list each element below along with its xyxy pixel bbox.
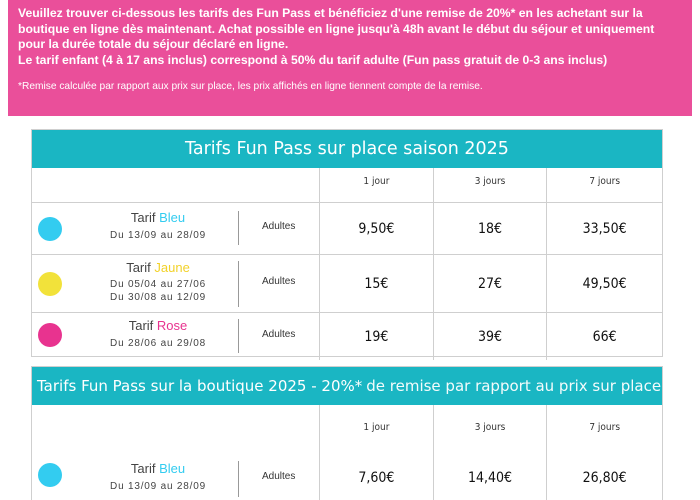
banner-intro-text: Veuillez trouver ci-dessous les tarifs d…	[18, 6, 655, 51]
tarif-dates: Du 05/04 au 27/06 Du 30/08 au 12/09	[110, 279, 206, 303]
tarif-color-name: Bleu	[159, 461, 186, 476]
tarif-dates: Du 13/09 au 28/09	[110, 230, 206, 241]
tarif-color-name: Jaune	[154, 260, 190, 275]
tarif-color-name: Rose	[156, 318, 188, 333]
audience-label: Adultes	[262, 471, 296, 482]
audience-label: Adultes	[262, 221, 296, 232]
audience-label: Adultes	[262, 329, 296, 340]
banner-child-rate: Le tarif enfant (4 à 17 ans inclus) corr…	[18, 52, 608, 67]
price-cell: 33,50€	[546, 203, 662, 254]
col-1-day: 1 jour	[319, 405, 433, 453]
price-cell: 26,80€	[546, 453, 662, 500]
online-table-title: Tarifs Fun Pass sur la boutique 2025 - 2…	[32, 367, 662, 405]
price-cell: 18€	[432, 203, 547, 254]
onsite-table-title: Tarifs Fun Pass sur place saison 2025	[32, 130, 662, 168]
online-price-table: Tarifs Fun Pass sur la boutique 2025 - 2…	[31, 366, 663, 500]
table-row: Tarif Bleu Du 13/09 au 28/09 Adultes 7,6…	[32, 453, 662, 500]
tarif-dates: Du 28/06 au 29/08	[110, 338, 206, 349]
onsite-column-headers: 1 jour 3 jours 7 jours	[32, 168, 662, 202]
tarif-dates: Du 13/09 au 28/09	[110, 481, 206, 492]
tarif-color-name: Bleu	[159, 210, 186, 225]
price-cell: 15€	[319, 255, 433, 312]
price-cell: 7,60€	[319, 453, 433, 500]
table-row: Tarif Rose Du 28/06 au 29/08 Adultes 19€…	[32, 312, 662, 360]
col-3-days: 3 jours	[432, 168, 547, 202]
tarif-label: Tarif Rose	[128, 318, 188, 333]
col-7-days: 7 jours	[546, 405, 662, 453]
table-row: Tarif Jaune Du 05/04 au 27/06 Du 30/08 a…	[32, 254, 662, 312]
price-cell: 66€	[546, 313, 662, 360]
col-1-day: 1 jour	[319, 168, 433, 202]
price-cell: 49,50€	[546, 255, 662, 312]
price-cell: 9,50€	[319, 203, 433, 254]
onsite-price-table: Tarifs Fun Pass sur place saison 2025 1 …	[31, 129, 663, 360]
table-row: Tarif Bleu Du 13/09 au 28/09 Adultes 9,5…	[32, 202, 662, 254]
info-banner: Veuillez trouver ci-dessous les tarifs d…	[8, 0, 692, 116]
tarif-label: Tarif Bleu	[130, 461, 186, 476]
col-7-days: 7 jours	[546, 168, 662, 202]
banner-note: *Remise calculée par rapport aux prix su…	[18, 81, 483, 92]
online-table-title-suffix: de remise par rapport au prix sur place	[366, 377, 662, 395]
col-3-days: 3 jours	[432, 405, 547, 453]
price-cell: 39€	[432, 313, 547, 360]
price-cell: 14,40€	[432, 453, 547, 500]
tarif-label: Tarif Bleu	[130, 210, 186, 225]
blue-dot-icon	[38, 217, 62, 241]
banner-intro: Veuillez trouver ci-dessous les tarifs d…	[18, 6, 682, 68]
tarif-label: Tarif Jaune	[126, 260, 190, 275]
online-column-headers: 1 jour 3 jours 7 jours	[32, 405, 662, 453]
pink-dot-icon	[38, 323, 62, 347]
yellow-dot-icon	[38, 272, 62, 296]
price-cell: 27€	[432, 255, 547, 312]
price-cell: 19€	[319, 313, 433, 360]
audience-label: Adultes	[262, 276, 296, 287]
online-table-title-main: Tarifs Fun Pass sur la boutique 2025 - 2…	[37, 377, 363, 395]
blue-dot-icon	[38, 463, 62, 487]
